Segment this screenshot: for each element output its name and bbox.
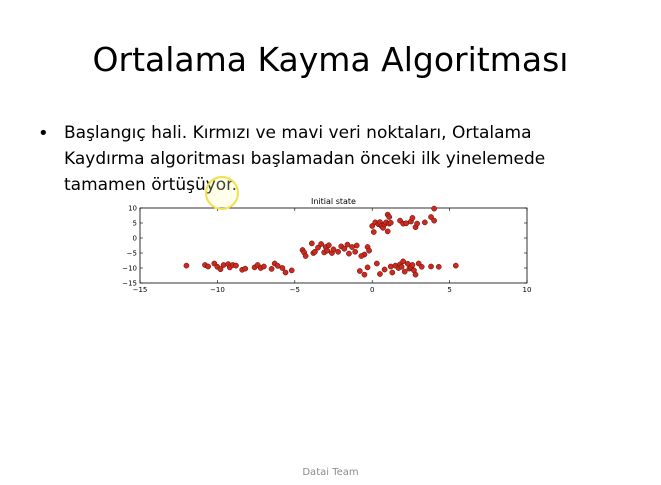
data-point — [369, 223, 376, 229]
data-point — [353, 242, 360, 249]
data-point — [428, 263, 434, 270]
data-point — [389, 269, 396, 276]
x-tick-label: 0 — [370, 286, 374, 294]
data-point — [421, 219, 428, 226]
data-point — [431, 217, 437, 224]
data-point — [412, 271, 419, 278]
x-tick-label: −10 — [210, 286, 225, 294]
data-point — [366, 247, 372, 254]
data-point — [409, 262, 416, 268]
data-point — [352, 248, 359, 255]
data-point — [401, 268, 408, 275]
data-point — [308, 240, 315, 247]
data-point — [364, 264, 371, 271]
data-point — [346, 250, 352, 257]
data-point — [387, 263, 394, 270]
chart-title: Initial state — [311, 197, 356, 206]
y-tick-label: 10 — [128, 205, 137, 213]
bullet-text: Başlangıç hali. Kırmızı ve mavi veri nok… — [64, 123, 546, 195]
data-point — [217, 266, 224, 273]
data-point — [356, 268, 363, 274]
data-point — [435, 263, 442, 270]
data-point — [370, 229, 377, 235]
data-point — [409, 215, 416, 221]
data-point — [233, 262, 239, 269]
data-point — [344, 241, 351, 248]
data-point — [260, 263, 267, 270]
data-point — [414, 220, 420, 227]
data-point — [377, 271, 383, 277]
data-point — [358, 253, 365, 259]
data-point — [312, 248, 318, 255]
data-point — [302, 253, 309, 259]
data-point — [452, 262, 459, 269]
data-point — [330, 246, 337, 253]
y-tick-label: −5 — [127, 250, 137, 258]
data-point — [274, 263, 281, 269]
x-tick-label: −5 — [290, 286, 300, 294]
data-point — [326, 242, 332, 249]
data-point — [268, 266, 275, 272]
y-tick-label: −10 — [122, 265, 137, 273]
bullet-dot-icon: • — [38, 123, 49, 144]
x-tick-label: 5 — [447, 286, 451, 294]
data-point — [373, 260, 380, 267]
data-point — [428, 214, 434, 220]
data-point — [386, 214, 393, 220]
y-tick-label: 5 — [133, 220, 137, 228]
data-point — [400, 258, 407, 265]
x-tick-label: 10 — [523, 286, 532, 294]
data-point — [324, 247, 331, 254]
data-point — [431, 205, 437, 212]
data-point — [384, 228, 391, 235]
data-point — [335, 248, 341, 255]
data-point — [282, 269, 289, 276]
y-tick-label: −15 — [122, 280, 137, 288]
data-point — [288, 267, 295, 274]
y-tick-label: 0 — [133, 235, 137, 243]
data-point — [279, 265, 286, 271]
data-point — [318, 241, 324, 247]
plot-frame — [139, 207, 528, 284]
data-point — [398, 263, 405, 270]
data-point — [381, 266, 388, 273]
data-point — [418, 263, 425, 270]
data-point — [361, 271, 368, 278]
data-point — [341, 245, 348, 252]
slide-footer: Datai Team — [302, 467, 359, 478]
data-point — [205, 263, 211, 270]
x-tick-label: −15 — [133, 286, 148, 294]
data-point — [220, 262, 227, 268]
data-point — [183, 262, 190, 269]
cursor-highlight-icon — [205, 176, 239, 210]
data-point — [242, 265, 249, 272]
data-point — [315, 244, 321, 251]
data-point — [387, 219, 394, 226]
slide-title: Ortalama Kayma Algoritması — [92, 40, 569, 79]
